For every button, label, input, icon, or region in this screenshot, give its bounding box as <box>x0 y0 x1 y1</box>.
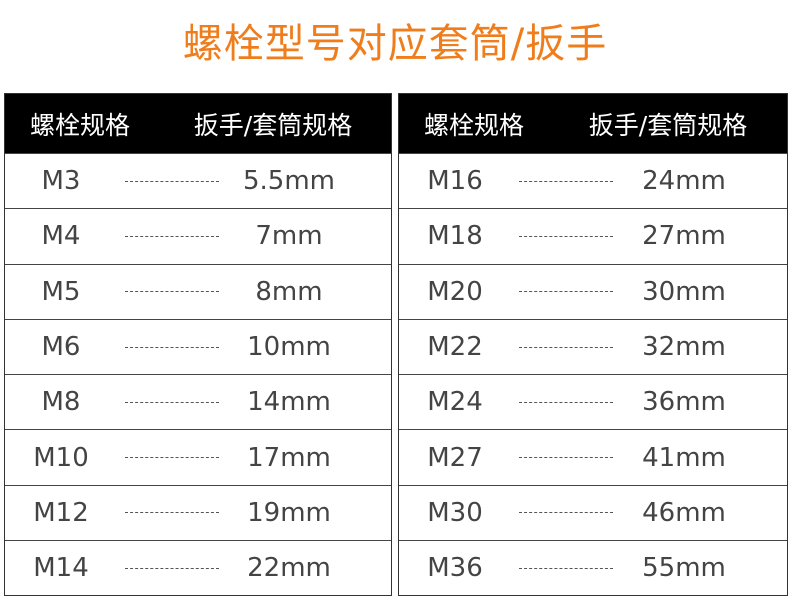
bolt-size: M14 <box>33 553 89 584</box>
dashed-leader <box>125 457 219 459</box>
bolt-size: M4 <box>41 221 81 252</box>
dashed-leader <box>125 346 219 348</box>
wrench-size: 46mm <box>642 497 726 528</box>
table-row: M5 8mm <box>5 263 391 319</box>
dashed-leader <box>125 291 219 293</box>
wrench-header: 扳手/套筒规格 <box>193 110 353 140</box>
bolt-size: M30 <box>427 497 483 528</box>
table-header: 螺栓规格 扳手/套筒规格 <box>399 94 787 153</box>
bolt-size: M36 <box>427 553 483 584</box>
table-row: M36 55mm <box>399 540 787 595</box>
table-row: M4 7mm <box>5 208 391 263</box>
dashed-leader <box>125 401 219 403</box>
bolt-size: M27 <box>427 442 483 473</box>
bolt-size: M12 <box>33 497 89 528</box>
bolt-header: 螺栓规格 <box>423 110 524 140</box>
wrench-size: 17mm <box>247 442 331 473</box>
left-table: 螺栓规格 扳手/套筒规格 M3 5.5mm M4 7mm M5 8mm M6 10mm M8 14m… <box>4 93 392 596</box>
wrench-size: 24mm <box>642 166 726 197</box>
table-row: M3 5.5mm <box>5 153 391 208</box>
wrench-size: 22mm <box>247 553 331 584</box>
bolt-size: M5 <box>41 276 81 307</box>
wrench-size: 5.5mm <box>242 166 335 197</box>
table-header: 螺栓规格 扳手/套筒规格 <box>5 94 391 153</box>
dashed-leader <box>125 235 219 237</box>
bolt-size: M20 <box>427 276 483 307</box>
bolt-size: M18 <box>427 221 483 252</box>
page-title: 螺栓型号对应套筒/扳手 <box>182 21 608 67</box>
bolt-size: M22 <box>427 332 483 363</box>
wrench-size: 14mm <box>247 387 331 418</box>
wrench-size: 10mm <box>247 332 331 363</box>
bolt-size: M16 <box>427 166 483 197</box>
wrench-size: 30mm <box>642 276 726 307</box>
dashed-leader <box>519 512 613 514</box>
right-table: 螺栓规格 扳手/套筒规格 M16 24mm M18 27mm M20 30mm M22 32mm… <box>398 93 788 596</box>
wrench-size: 36mm <box>642 387 726 418</box>
table-row: M6 10mm <box>5 318 391 374</box>
wrench-size: 32mm <box>642 332 726 363</box>
wrench-size: 55mm <box>642 553 726 584</box>
wrench-size: 27mm <box>642 221 726 252</box>
table-row: M16 24mm <box>399 153 787 208</box>
wrench-header: 扳手/套筒规格 <box>588 110 748 140</box>
table-row: M27 41mm <box>399 429 787 484</box>
bolt-size: M8 <box>41 387 81 418</box>
dashed-leader <box>519 401 613 403</box>
table-row: M22 32mm <box>399 318 787 374</box>
bolt-size: M6 <box>41 332 81 363</box>
bolt-size: M10 <box>33 442 89 473</box>
table-row: M24 36mm <box>399 374 787 429</box>
dashed-leader <box>519 235 613 237</box>
table-row: M10 17mm <box>5 429 391 484</box>
bolt-header: 螺栓规格 <box>29 110 130 140</box>
table-row: M30 46mm <box>399 484 787 540</box>
bolt-size: M3 <box>41 166 81 197</box>
bolt-size: M24 <box>427 387 483 418</box>
table-row: M14 22mm <box>5 540 391 595</box>
dashed-leader <box>125 567 219 569</box>
wrench-size: 7mm <box>255 221 323 252</box>
wrench-size: 8mm <box>255 276 323 307</box>
wrench-size: 41mm <box>642 442 726 473</box>
table-row: M20 30mm <box>399 263 787 319</box>
dashed-leader <box>519 291 613 293</box>
dashed-leader <box>519 567 613 569</box>
table-row: M8 14mm <box>5 374 391 429</box>
dashed-leader <box>125 180 219 182</box>
dashed-leader <box>519 457 613 459</box>
dashed-leader <box>519 180 613 182</box>
table-row: M12 19mm <box>5 484 391 540</box>
dashed-leader <box>125 512 219 514</box>
table-row: M18 27mm <box>399 208 787 263</box>
wrench-size: 19mm <box>247 497 331 528</box>
dashed-leader <box>519 346 613 348</box>
